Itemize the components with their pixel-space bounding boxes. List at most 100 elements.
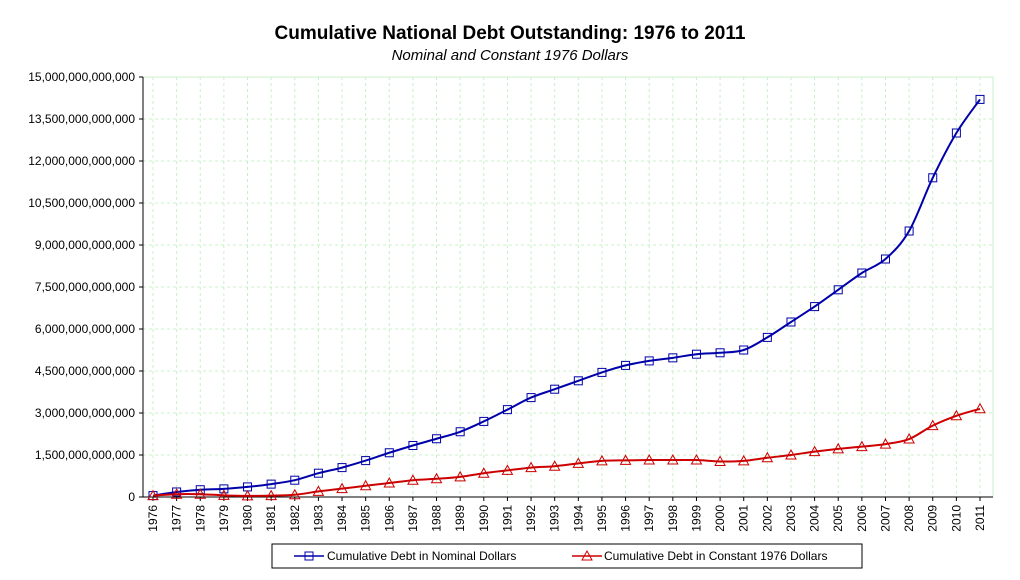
legend-item-constant: Cumulative Debt in Constant 1976 Dollars xyxy=(572,549,827,563)
data-point-square xyxy=(243,482,253,492)
data-point-triangle xyxy=(407,474,419,485)
series-constant xyxy=(147,402,986,501)
x-tick-label: 1983 xyxy=(311,505,325,532)
data-point-square xyxy=(337,463,347,473)
legend-label-constant: Cumulative Debt in Constant 1976 Dollars xyxy=(604,549,827,563)
data-point-square xyxy=(668,353,678,363)
data-point-triangle xyxy=(501,464,514,475)
x-tick-label: 1982 xyxy=(288,505,302,532)
x-tick-label: 2008 xyxy=(902,505,916,532)
x-tick-label: 2005 xyxy=(831,505,845,532)
data-point-triangle xyxy=(383,476,396,488)
series-layer xyxy=(147,94,986,501)
legend-marker-square xyxy=(304,551,314,561)
data-point-square xyxy=(644,356,654,366)
data-point-square xyxy=(313,468,323,478)
y-tick-label: 1,500,000,000,000 xyxy=(35,448,135,462)
x-tick-label: 1978 xyxy=(193,505,207,532)
x-tick-label: 1979 xyxy=(217,505,231,532)
data-point-triangle xyxy=(903,433,915,444)
y-tick-label: 0 xyxy=(128,490,135,504)
data-point-triangle xyxy=(477,467,490,478)
data-point-square xyxy=(266,479,276,489)
data-point-square xyxy=(455,427,465,437)
data-point-square xyxy=(479,416,489,426)
data-point-triangle xyxy=(288,488,301,500)
data-point-square xyxy=(928,173,938,183)
x-tick-label: 1999 xyxy=(689,505,703,532)
data-point-triangle xyxy=(336,482,348,494)
x-tick-label: 1997 xyxy=(642,505,656,532)
data-point-triangle xyxy=(856,440,868,452)
data-point-square xyxy=(762,332,772,342)
data-point-square xyxy=(786,317,796,327)
data-point-square xyxy=(621,360,631,370)
data-point-square xyxy=(739,345,749,355)
axes xyxy=(139,76,994,501)
data-point-square xyxy=(597,367,607,377)
x-tick-label: 1998 xyxy=(666,505,680,532)
x-tick-label: 2007 xyxy=(878,505,892,532)
y-tick-label: 12,000,000,000,000 xyxy=(28,154,135,168)
x-tick-label: 2001 xyxy=(737,505,751,532)
x-axis-tick-labels: 1976 1977 1978 1979 1980 1981 1982 1983 1984 1985… xyxy=(146,505,987,532)
data-point-square xyxy=(526,393,536,403)
data-point-square xyxy=(573,376,583,386)
data-point-triangle xyxy=(359,479,372,491)
legend-label-nominal: Cumulative Debt in Nominal Dollars xyxy=(327,549,516,563)
data-point-triangle xyxy=(454,470,467,482)
x-tick-label: 2010 xyxy=(949,505,963,532)
data-point-square xyxy=(951,128,961,138)
y-tick-label: 7,500,000,000,000 xyxy=(35,280,135,294)
data-point-triangle xyxy=(525,461,537,473)
data-point-square xyxy=(219,484,229,494)
data-point-square xyxy=(691,349,701,359)
series-line xyxy=(152,98,981,497)
data-point-square xyxy=(384,448,394,458)
data-point-triangle xyxy=(170,488,183,499)
x-tick-label: 1991 xyxy=(500,505,514,532)
y-tick-label: 15,000,000,000,000 xyxy=(28,70,135,84)
x-tick-label: 1994 xyxy=(571,505,585,532)
series-line xyxy=(152,407,981,497)
data-point-triangle xyxy=(596,454,608,466)
data-point-square xyxy=(833,285,843,295)
x-tick-label: 2004 xyxy=(808,505,822,532)
data-point-square xyxy=(550,384,560,394)
y-tick-label: 4,500,000,000,000 xyxy=(35,364,135,378)
data-point-triangle xyxy=(666,454,679,465)
data-point-square xyxy=(880,254,890,264)
data-point-triangle xyxy=(974,402,986,414)
x-tick-label: 1988 xyxy=(430,505,444,532)
data-point-triangle xyxy=(714,455,726,466)
data-point-triangle xyxy=(879,438,892,449)
data-point-square xyxy=(904,226,914,236)
x-tick-label: 1986 xyxy=(382,505,396,532)
data-point-triangle xyxy=(785,448,797,460)
x-tick-label: 1984 xyxy=(335,505,349,532)
y-tick-label: 10,500,000,000,000 xyxy=(28,196,135,210)
y-tick-label: 9,000,000,000,000 xyxy=(35,238,135,252)
x-tick-label: 2006 xyxy=(855,505,869,532)
x-tick-label: 1980 xyxy=(241,505,255,532)
data-point-triangle xyxy=(808,445,821,457)
y-tick-label: 13,500,000,000,000 xyxy=(28,112,135,126)
data-point-triangle xyxy=(430,472,443,484)
legend-marker-triangle xyxy=(581,549,593,561)
y-tick-label: 6,000,000,000,000 xyxy=(35,322,135,336)
data-point-triangle xyxy=(241,489,254,501)
x-tick-label: 1993 xyxy=(548,505,562,532)
data-point-triangle xyxy=(147,489,159,501)
chart-title: Cumulative National Debt Outstanding: 19… xyxy=(275,23,746,44)
data-point-triangle xyxy=(690,454,703,465)
x-tick-label: 1981 xyxy=(264,505,278,532)
data-point-square xyxy=(810,302,820,312)
x-tick-label: 2000 xyxy=(713,505,727,532)
x-tick-label: 1995 xyxy=(595,505,609,532)
data-point-square xyxy=(857,268,867,278)
x-tick-label: 1987 xyxy=(406,505,420,532)
x-tick-label: 1989 xyxy=(453,505,467,532)
data-point-square xyxy=(361,456,371,466)
data-point-square xyxy=(172,487,182,497)
